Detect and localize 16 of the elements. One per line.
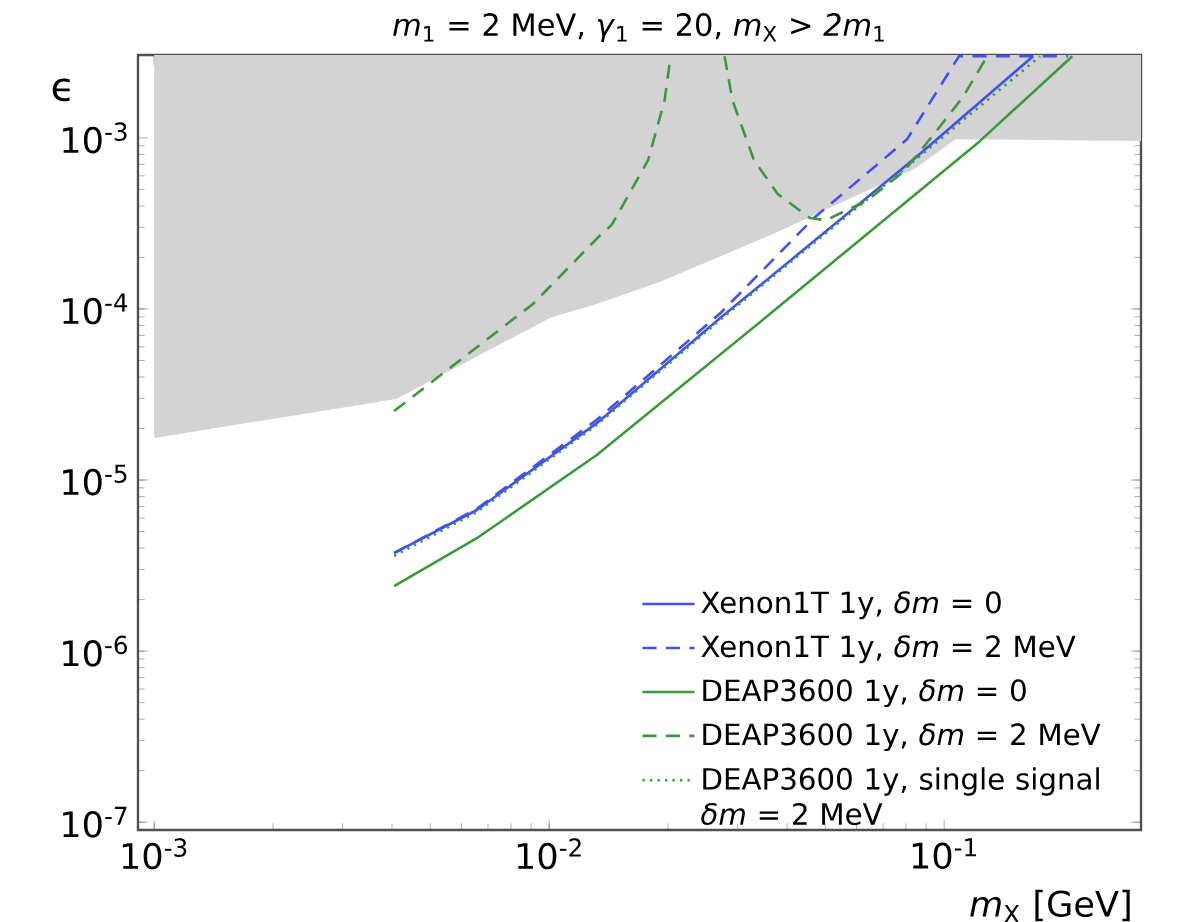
x-tick-label: 10$^{-1}$ bbox=[912, 838, 976, 869]
y-tick-label: 10$^{-6}$ bbox=[63, 635, 127, 667]
legend-label: DEAP3600 1y, single signal δm = 2 MeV bbox=[701, 767, 1099, 826]
x-axis-title: m$_{X}$ [GeV] bbox=[970, 889, 1130, 922]
x-tick-label: 10$^{-2}$ bbox=[517, 838, 581, 870]
x-tick-label: 10$^{-3}$ bbox=[122, 838, 187, 870]
y-tick-label: 10$^{-3}$ bbox=[63, 122, 127, 154]
legend-label: Xenon1T 1y, δm = 2 MeV bbox=[701, 635, 1076, 664]
legend-label: DEAP3600 1y, δm = 2 MeV bbox=[703, 723, 1101, 752]
legend-label: Xenon1T 1y, δm = 0 bbox=[701, 591, 1001, 620]
y-tick-label: 10$^{-7}$ bbox=[63, 806, 127, 838]
chart-title: m$_{1}$ = 2 MeV, γ$_{1}$ = 20, m$_{X}$ > 2m$_{1}$ bbox=[393, 13, 884, 43]
y-tick-label: 10$^{-4}$ bbox=[63, 293, 128, 325]
y-axis-title: ϵ bbox=[52, 78, 70, 102]
y-tick-label: 10$^{-5}$ bbox=[63, 464, 127, 496]
legend-label: DEAP3600 1y, δm = 0 bbox=[703, 679, 1026, 708]
